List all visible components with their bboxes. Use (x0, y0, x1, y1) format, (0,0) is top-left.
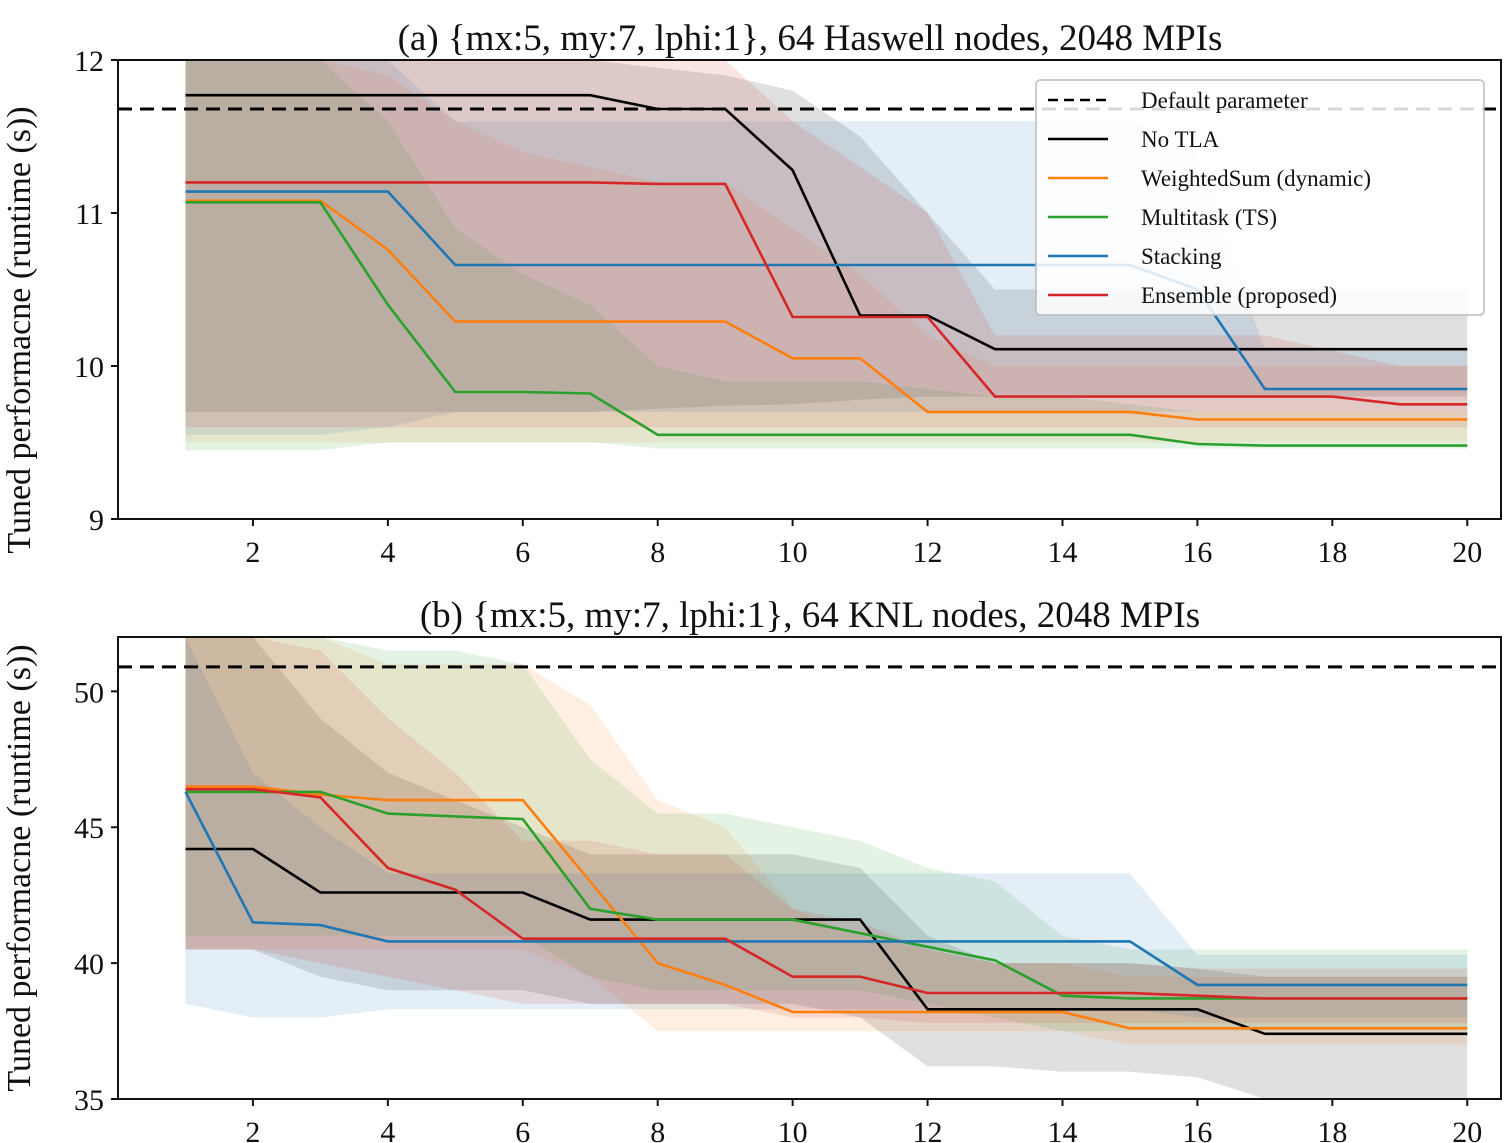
panel-a-title: (a) {mx:5, my:7, lphi:1}, 64 Haswell nod… (398, 18, 1223, 59)
panel-a: (a) {mx:5, my:7, lphi:1}, 64 Haswell nod… (1, 18, 1502, 569)
panel-b: (b) {mx:5, my:7, lphi:1}, 64 KNL nodes, … (1, 595, 1502, 1143)
band-weightedsum-dynamic (185, 60, 1468, 443)
x-tick-label: 14 (1047, 1116, 1077, 1143)
band-multitask-ts (185, 637, 1468, 1032)
y-tick-label: 50 (74, 676, 104, 709)
legend-label: WeightedSum (dynamic) (1141, 166, 1371, 191)
series-line-weightedsum-dynamic (185, 785, 1468, 1030)
panel-a-ylabel: Tuned performacne (runtime (s)) (1, 106, 38, 553)
band-no-tla (185, 637, 1468, 1099)
band-no-tla (185, 60, 1468, 412)
panel-b-ticks: 2 4 6 8 10 12 14 16 18 20 35 40 45 50 (74, 676, 1482, 1143)
x-tick-label: 8 (650, 536, 665, 569)
x-tick-label: 12 (913, 1116, 943, 1143)
legend-label: Default parameter (1141, 88, 1308, 113)
legend: Default parameter No TLA WeightedSum (dyna… (1035, 79, 1485, 316)
x-tick-label: 2 (245, 536, 260, 569)
y-tick-label: 10 (74, 351, 104, 384)
y-tick-label: 9 (89, 504, 104, 537)
y-tick-label: 11 (75, 198, 104, 231)
x-tick-label: 10 (778, 536, 808, 569)
y-tick-label: 35 (74, 1084, 104, 1117)
series-line-no-tla (185, 847, 1468, 1036)
band-stacking (185, 637, 1468, 1018)
x-tick-label: 4 (380, 536, 395, 569)
legend-label: No TLA (1141, 127, 1220, 152)
legend-box (1035, 79, 1485, 316)
x-tick-label: 20 (1452, 1116, 1482, 1143)
panel-b-title: (b) {mx:5, my:7, lphi:1}, 64 KNL nodes, … (420, 595, 1200, 636)
panel-b-bands (185, 637, 1468, 1099)
x-tick-label: 8 (650, 1116, 665, 1143)
x-tick-label: 2 (245, 1116, 260, 1143)
band-multitask-ts (185, 60, 1468, 451)
series-line-no-tla (185, 93, 1468, 351)
series-line-ensemble-proposed (185, 181, 1468, 406)
x-tick-label: 18 (1317, 536, 1347, 569)
x-tick-label: 20 (1452, 536, 1482, 569)
series-line-weightedsum-dynamic (185, 199, 1468, 421)
legend-label: Ensemble (proposed) (1141, 283, 1337, 308)
x-tick-label: 12 (913, 536, 943, 569)
x-tick-label: 6 (515, 1116, 530, 1143)
x-tick-label: 10 (778, 1116, 808, 1143)
panel-a-ticks: 2 4 6 8 10 12 14 16 18 20 9 10 11 12 (74, 45, 1482, 569)
series-line-multitask-ts (185, 201, 1468, 447)
x-tick-label: 4 (380, 1116, 395, 1143)
panel-b-frame (117, 636, 1502, 1100)
y-tick-label: 12 (74, 45, 104, 78)
y-tick-label: 45 (74, 812, 104, 845)
series-line-ensemble-proposed (185, 787, 1468, 1000)
legend-label: Stacking (1141, 244, 1222, 269)
panel-b-lines (118, 665, 1501, 1036)
x-tick-label: 14 (1047, 536, 1077, 569)
panel-a-frame (117, 59, 1502, 520)
x-tick-label: 18 (1317, 1116, 1347, 1143)
series-line-stacking (184, 791, 1468, 987)
x-tick-label: 16 (1182, 536, 1212, 569)
x-tick-label: 16 (1182, 1116, 1212, 1143)
x-tick-label: 6 (515, 536, 530, 569)
series-line-stacking (185, 190, 1468, 391)
y-tick-label: 40 (74, 948, 104, 981)
panel-b-ylabel: Tuned performacne (runtime (s)) (1, 644, 38, 1091)
legend-label: Multitask (TS) (1141, 205, 1277, 230)
